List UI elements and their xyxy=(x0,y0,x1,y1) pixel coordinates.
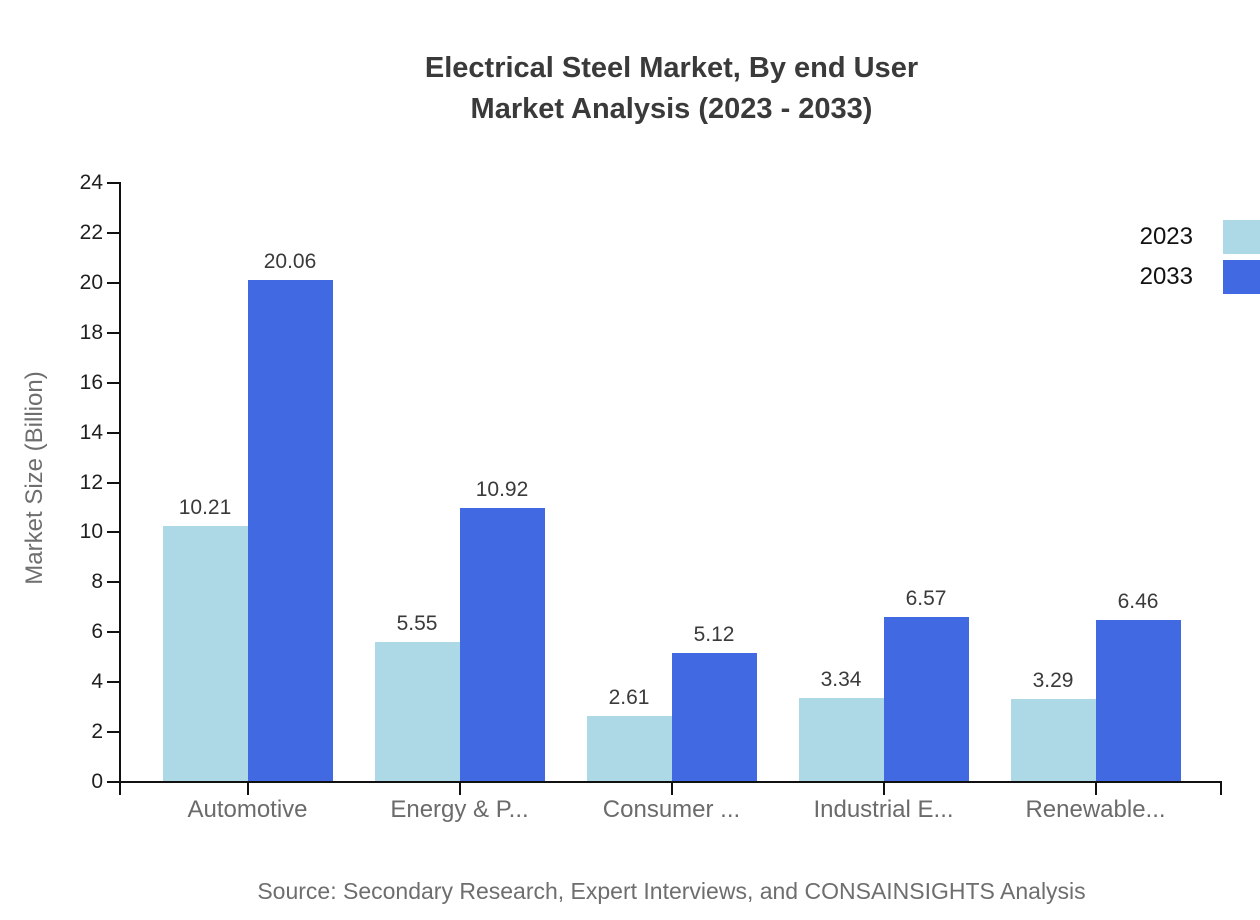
x-tick xyxy=(458,781,461,795)
bar-2023-consumer xyxy=(586,715,672,781)
y-tick-label: 10 xyxy=(79,520,103,544)
x-axis-line xyxy=(107,781,1222,783)
category-label: Renewable... xyxy=(1025,796,1166,823)
y-tick-label: 12 xyxy=(79,470,103,494)
bar-2033-consumer xyxy=(671,653,757,781)
bar-value-label: 3.29 xyxy=(1032,668,1074,692)
bar-2023-energyp xyxy=(374,642,460,781)
bar-2023-industriale xyxy=(798,697,884,781)
y-tick-label: 24 xyxy=(79,171,103,194)
y-tick-label: 2 xyxy=(91,720,103,744)
legend-label-2023: 2023 xyxy=(1139,223,1193,250)
bar-chart-canvas: 0 2 4 6 8 10 12 14 16 18 20 22 24 Automotive 10.21 20.0… xyxy=(80,172,1222,823)
source-attribution: Source: Secondary Research, Expert Inter… xyxy=(257,878,1086,904)
category-label: Consumer ... xyxy=(602,796,741,823)
x-tick xyxy=(882,781,885,795)
y-tick-label: 0 xyxy=(91,770,103,793)
y-tick xyxy=(107,331,119,334)
bar-2023-renewable xyxy=(1010,698,1096,781)
category-label: Energy & P... xyxy=(390,796,529,823)
bar-2033-industriale xyxy=(883,617,969,781)
legend-row-2023: 2023 xyxy=(1140,220,1260,254)
legend-label-2033: 2033 xyxy=(1139,263,1193,290)
y-tick xyxy=(107,681,119,684)
x-tick xyxy=(1094,781,1097,795)
bar-value-label: 2.61 xyxy=(608,685,650,709)
chart-title-line2: Market Analysis (2023 - 2033) xyxy=(470,93,873,125)
legend-swatch-2023 xyxy=(1223,220,1260,254)
legend: 2023 2033 xyxy=(1140,220,1260,294)
bar-2023-automotive xyxy=(162,526,248,781)
chart-title-line1: Electrical Steel Market, By end User xyxy=(424,52,919,84)
x-tick xyxy=(246,781,249,795)
category-label: Industrial E... xyxy=(813,796,954,823)
category-label: Automotive xyxy=(187,796,308,823)
bar-value-label: 5.12 xyxy=(693,623,735,647)
y-tick xyxy=(107,481,119,484)
bar-2033-energyp xyxy=(459,508,545,781)
bar-value-label: 10.21 xyxy=(178,496,232,520)
y-tick-label: 4 xyxy=(91,670,103,694)
y-axis-line xyxy=(119,182,121,795)
bar-value-label: 6.57 xyxy=(905,587,947,611)
y-tick xyxy=(107,781,119,783)
y-tick-label: 6 xyxy=(91,620,103,644)
y-tick-label: 14 xyxy=(79,420,103,444)
y-tick xyxy=(107,381,119,384)
bar-value-label: 6.46 xyxy=(1117,589,1159,613)
bar-value-label: 5.55 xyxy=(396,612,438,636)
y-tick-label: 16 xyxy=(79,370,103,394)
x-tick xyxy=(670,781,673,795)
y-axis-title: Market Size (Billion) xyxy=(21,371,48,585)
y-tick xyxy=(107,531,119,534)
bar-2033-renewable xyxy=(1095,619,1181,781)
y-tick xyxy=(107,182,119,184)
y-tick xyxy=(107,281,119,284)
y-tick-label: 22 xyxy=(79,220,103,244)
y-tick xyxy=(107,731,119,734)
y-tick xyxy=(107,431,119,434)
y-tick-label: 20 xyxy=(79,270,103,294)
y-tick xyxy=(107,581,119,584)
y-tick xyxy=(107,231,119,234)
bar-2033-automotive xyxy=(247,280,333,781)
bar-value-label: 20.06 xyxy=(263,250,317,274)
legend-swatch-2033 xyxy=(1223,260,1260,294)
bar-value-label: 3.34 xyxy=(820,667,862,691)
bar-value-label: 10.92 xyxy=(475,478,529,502)
y-tick xyxy=(107,631,119,634)
legend-row-2033: 2033 xyxy=(1140,260,1260,294)
y-tick-label: 18 xyxy=(79,320,103,344)
chart-title: Electrical Steel Market, By end User Mar… xyxy=(121,48,1222,130)
y-tick-label: 8 xyxy=(91,570,103,594)
x-axis-end-tick xyxy=(1220,781,1222,795)
